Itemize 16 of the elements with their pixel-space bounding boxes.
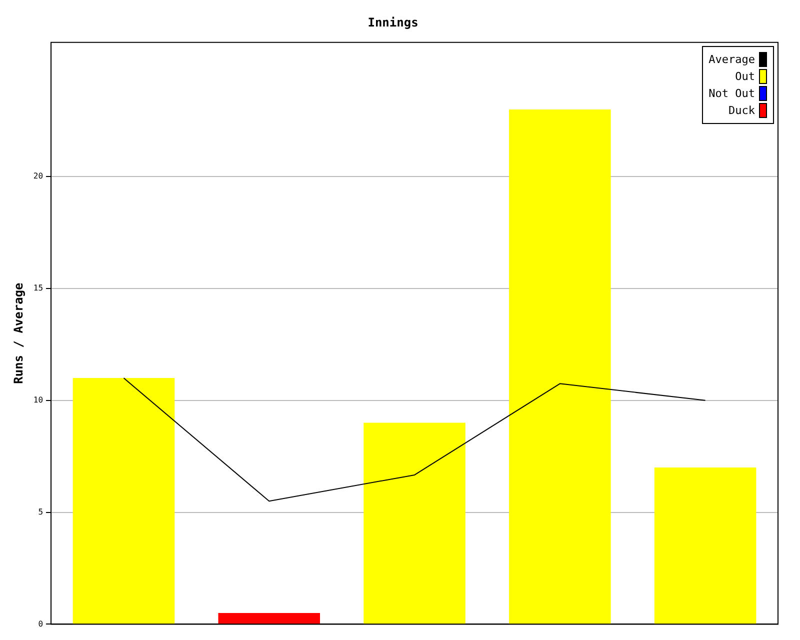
chart-title: Innings	[368, 15, 418, 30]
y-tick-label: 0	[38, 619, 44, 628]
y-tick-label: 15	[33, 284, 44, 293]
y-tick-label: 5	[38, 507, 44, 516]
bar	[364, 422, 466, 624]
bar	[654, 468, 756, 624]
y-tick-label: 20	[33, 172, 44, 181]
bar	[218, 613, 320, 624]
y-tick-label: 10	[33, 396, 44, 405]
legend-label: Duck	[728, 104, 755, 118]
legend-label: Not Out	[708, 87, 755, 100]
bar	[72, 378, 175, 624]
legend-label: Out	[735, 70, 755, 84]
y-axis-title: Runs / Average	[11, 282, 26, 384]
legend-label: Average	[708, 53, 755, 66]
bar	[509, 110, 611, 624]
